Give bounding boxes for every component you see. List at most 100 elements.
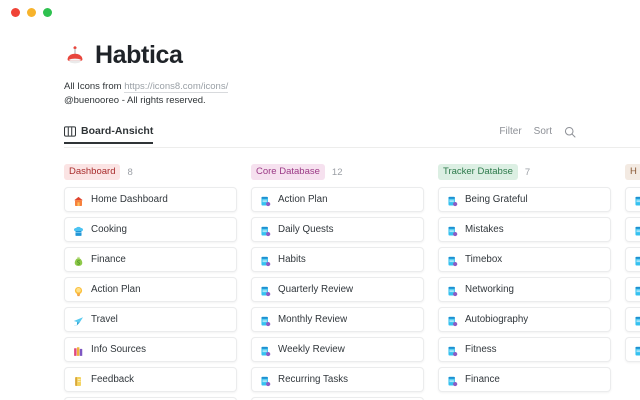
board-card-label: Fitness — [465, 344, 497, 355]
board-card-label: Monthly Review — [278, 314, 348, 325]
board-card[interactable] — [625, 187, 640, 212]
database-icon — [447, 344, 458, 357]
money-bag-icon — [73, 254, 84, 266]
minimize-window-button[interactable] — [27, 8, 36, 17]
database-icon — [260, 224, 271, 237]
board-card[interactable]: Quarterly Review — [251, 277, 424, 302]
board-column-core-database: Core Database 12 Action Plan Daily Quests Ha… — [251, 164, 424, 400]
column-header: Core Database 12 — [251, 164, 424, 180]
house-icon — [73, 194, 84, 206]
page-title-row: Habtica — [64, 39, 640, 71]
chef-hat-icon — [73, 224, 84, 236]
board-card[interactable] — [625, 337, 640, 362]
toolbar-actions: Filter Sort — [499, 125, 576, 143]
database-icon — [260, 254, 271, 267]
database-icon — [634, 194, 640, 206]
board-card[interactable]: Finance — [438, 367, 611, 392]
board-card-label: Finance — [465, 374, 500, 385]
page-subtitle: All Icons from https://icons8.com/icons/… — [64, 80, 640, 108]
database-icon — [447, 224, 458, 237]
zoom-window-button[interactable] — [43, 8, 52, 17]
database-icon — [447, 374, 458, 387]
board-card[interactable]: Finance — [64, 247, 237, 272]
board-card-label: Networking — [465, 284, 515, 295]
board-card[interactable] — [625, 307, 640, 332]
database-icon — [634, 224, 640, 236]
column-item-count: 8 — [127, 166, 133, 178]
board-card[interactable]: Info Sources — [64, 337, 237, 362]
board-card-label: Recurring Tasks — [278, 374, 349, 385]
board-card[interactable]: Recurring Tasks — [251, 367, 424, 392]
board-card[interactable]: Fitness — [438, 337, 611, 362]
board-card-label: Action Plan — [91, 284, 141, 295]
board-card-label: Action Plan — [278, 194, 328, 205]
board-card-label: Cooking — [91, 224, 127, 235]
board-card[interactable] — [625, 217, 640, 242]
board-card-label: Travel — [91, 314, 118, 325]
sort-button[interactable]: Sort — [533, 125, 552, 137]
board-card[interactable]: Travel — [64, 307, 237, 332]
board-columns: Dashboard 8 Home Dashboard Cooking Finance Ac… — [64, 164, 640, 400]
board-card[interactable]: Weekly Review — [251, 337, 424, 362]
close-window-button[interactable] — [11, 8, 20, 17]
column-item-count: 12 — [331, 166, 343, 178]
database-icon — [447, 254, 458, 267]
column-header: H — [625, 164, 640, 180]
mushroom-icon — [64, 44, 86, 66]
subtitle-credit: @buenooreo - All rights reserved. — [64, 95, 206, 106]
board-card[interactable]: Info Sources — [251, 397, 424, 400]
board-card[interactable]: Habits — [251, 247, 424, 272]
board-card[interactable]: Cooking — [64, 217, 237, 242]
board-toolbar: Board-Ansicht Filter Sort — [64, 125, 640, 148]
page-title: Habtica — [95, 40, 183, 69]
board-card[interactable]: Feedback — [64, 367, 237, 392]
board-view-icon — [64, 125, 77, 137]
column-title-pill[interactable]: H — [625, 164, 640, 180]
board-card-label: Finance — [91, 254, 126, 265]
board-card-label: Feedback — [91, 374, 135, 385]
board-card[interactable]: Networking — [438, 277, 611, 302]
board-card[interactable]: Action Plan — [251, 187, 424, 212]
board-card[interactable]: Action Plan — [64, 277, 237, 302]
filter-button[interactable]: Filter — [499, 125, 522, 137]
board-card[interactable]: Autobiography — [438, 307, 611, 332]
board-card[interactable]: Mistakes — [438, 217, 611, 242]
database-icon — [447, 194, 458, 207]
board-card-label: Autobiography — [465, 314, 529, 325]
board-card[interactable]: Daily Quests — [251, 217, 424, 242]
page-body: Habtica All Icons from https://icons8.co… — [0, 26, 640, 400]
database-icon — [634, 314, 640, 326]
books-icon — [73, 344, 84, 356]
board-card[interactable]: Being Grateful — [438, 187, 611, 212]
column-card-list: Action Plan Daily Quests Habits Quarterly R… — [251, 187, 424, 400]
airplane-icon — [73, 314, 84, 326]
database-icon — [260, 314, 271, 327]
board-column-h-column: H — [625, 164, 640, 362]
board-card-label: Weekly Review — [278, 344, 345, 355]
lightbulb-icon — [73, 284, 84, 297]
column-title-pill[interactable]: Core Database — [251, 164, 325, 180]
database-icon — [634, 254, 640, 266]
tab-board-ansicht[interactable]: Board-Ansicht — [64, 125, 154, 144]
board-card[interactable]: Timebox — [438, 247, 611, 272]
board-card-label: Habits — [278, 254, 306, 265]
column-title-pill[interactable]: Tracker Databse — [438, 164, 518, 180]
board-card[interactable]: Home Dashboard — [64, 187, 237, 212]
database-icon — [447, 314, 458, 327]
icons8-link[interactable]: https://icons8.com/icons/ — [124, 81, 229, 93]
database-icon — [634, 284, 640, 296]
search-icon[interactable] — [564, 125, 576, 138]
column-header: Tracker Databse 7 — [438, 164, 611, 180]
database-icon — [260, 374, 271, 387]
database-icon — [634, 344, 640, 356]
window-titlebar — [0, 0, 640, 26]
column-title-pill[interactable]: Dashboard — [64, 164, 121, 180]
board-card[interactable] — [625, 277, 640, 302]
column-card-list: Home Dashboard Cooking Finance Action Plan T… — [64, 187, 237, 400]
board-card-label: Quarterly Review — [278, 284, 354, 295]
board-card[interactable] — [625, 247, 640, 272]
board-card-label: Being Grateful — [465, 194, 528, 205]
board-card[interactable]: Fitness — [64, 397, 237, 400]
board-card[interactable]: Monthly Review — [251, 307, 424, 332]
content-area: Habtica All Icons from https://icons8.co… — [64, 26, 640, 400]
